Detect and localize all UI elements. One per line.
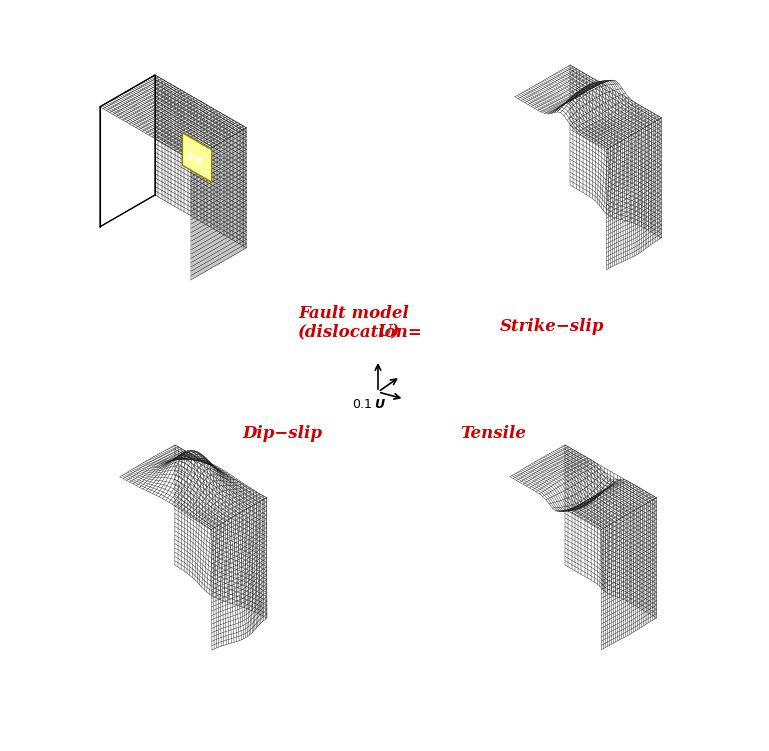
- Text: Strike−slip: Strike−slip: [500, 318, 604, 335]
- Text: Tensile: Tensile: [460, 425, 526, 442]
- Text: U): U): [378, 323, 401, 340]
- Text: 0.1: 0.1: [352, 399, 372, 412]
- Polygon shape: [182, 133, 211, 182]
- Text: Dip−slip: Dip−slip: [242, 425, 322, 442]
- Polygon shape: [100, 75, 155, 227]
- Text: U: U: [374, 399, 384, 412]
- Text: Fault model: Fault model: [298, 305, 409, 322]
- Text: (dislocation=: (dislocation=: [298, 323, 423, 340]
